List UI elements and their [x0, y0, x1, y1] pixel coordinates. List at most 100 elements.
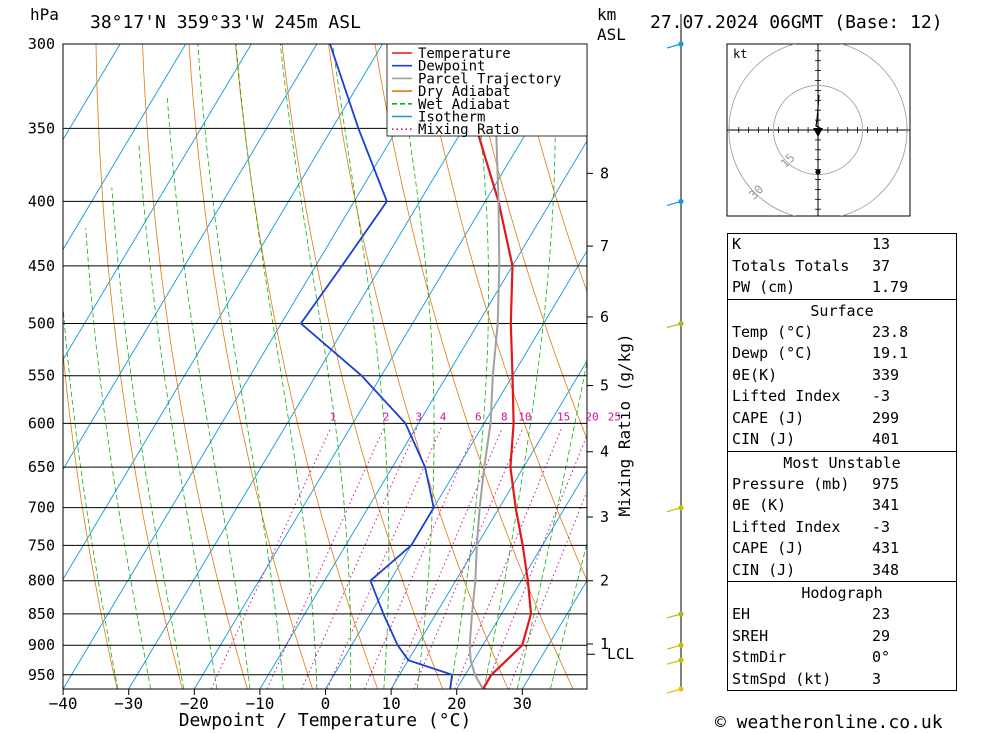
x-tick-label: −40: [49, 694, 78, 713]
index-row: θE(K) 339: [728, 365, 956, 387]
hodograph-storm-motion-dot: [815, 169, 821, 175]
mixing-ratio-line: [266, 427, 385, 689]
legend-label: Dry Adiabat: [418, 84, 511, 100]
index-row: SREH 29: [728, 626, 956, 648]
isotherm-line: [521, 579, 587, 689]
mixing-ratio-line: [364, 427, 477, 689]
datetime-title: 27.07.2024 06GMT (Base: 12): [650, 12, 943, 33]
index-label: PW (cm): [732, 278, 796, 296]
dry-adiabat-line: [374, 44, 574, 689]
wind-barb-staff: [666, 659, 682, 665]
index-label: SREH: [732, 626, 769, 645]
isotherm-line: [259, 140, 587, 689]
wet-adiabat-line: [279, 44, 352, 689]
index-value: -3: [872, 517, 891, 536]
x-tick-label: −10: [245, 694, 274, 713]
index-row: Pressure (mb) 975: [728, 474, 956, 496]
wind-barb-staff: [666, 644, 682, 650]
mixing-ratio-label: 25: [608, 410, 621, 423]
mixing-ratio-label: 2: [383, 410, 390, 423]
wet-adiabat-line: [111, 187, 185, 689]
dewpoint-line: [299, 44, 454, 689]
hodograph-storm-vector: [813, 128, 823, 137]
index-row: Lifted Index -3: [728, 517, 956, 539]
x-tick-label: −20: [180, 694, 209, 713]
pressure-tick-label: 850: [28, 605, 55, 623]
index-label: CAPE (J): [732, 539, 805, 557]
x-tick-label: 10: [381, 694, 400, 713]
wind-barb-staff: [666, 688, 682, 694]
index-value: 23.8: [872, 322, 909, 341]
index-label: StmDir: [732, 648, 787, 666]
pressure-tick-label: 500: [28, 315, 55, 333]
km-axis-label: km: [597, 5, 616, 24]
index-label: K: [732, 235, 742, 253]
section-title: Most Unstable: [783, 453, 901, 472]
index-value: 19.1: [872, 344, 909, 362]
km-tick-label: 7: [600, 237, 609, 255]
legend-label: Isotherm: [418, 110, 485, 126]
x-tick-label: −30: [114, 694, 143, 713]
km-tick-label: 3: [600, 508, 609, 526]
isotherm-line: [63, 44, 318, 471]
wet-adiabat-line: [85, 228, 152, 689]
x-axis-title: Dewpoint / Temperature (°C): [179, 710, 472, 731]
index-row: CAPE (J) 299: [728, 408, 956, 430]
km-tick-label: 1: [600, 635, 609, 653]
most-unstable-section: Most Unstable Pressure (mb) 975 θE (K) 341…: [728, 450, 956, 582]
mixing-ratio-label: 4: [440, 410, 447, 423]
pressure-tick-label: 450: [28, 257, 55, 275]
index-value: 1.79: [872, 278, 909, 296]
index-value: 401: [872, 430, 900, 448]
isotherm-line: [325, 250, 587, 689]
index-row-totals: Totals Totals 37: [728, 256, 956, 278]
isotherm-line: [63, 44, 383, 581]
index-label: CIN (J): [732, 560, 796, 579]
index-label: CIN (J): [732, 430, 796, 448]
hpa-axis-label: hPa: [30, 5, 59, 24]
hodograph-section: Hodograph EH 23 SREH 29 StmDir 0° StmSpd (k…: [728, 581, 956, 690]
index-value: 3: [872, 669, 882, 688]
hodograph-ring: [728, 44, 908, 216]
mixing-ratio-line: [210, 427, 332, 689]
isotherm-line: [63, 44, 121, 141]
wet-adiabat-line: [63, 301, 119, 689]
x-tick-label: 0: [321, 694, 331, 713]
mixing-ratio-line: [413, 427, 524, 689]
section-title: Surface: [810, 301, 874, 320]
pressure-tick-label: 600: [28, 414, 55, 432]
index-value: 29: [872, 626, 891, 645]
pressure-tick-label: 950: [28, 666, 55, 684]
axes: 1 2 3 4 6 8 10 15 20 2530035040045050055060065070…: [28, 35, 634, 713]
index-label: Dewp (°C): [732, 344, 814, 362]
pressure-tick-label: 350: [28, 119, 55, 137]
wind-barb-staff: [666, 200, 682, 207]
mixing-ratio-label: 20: [585, 410, 598, 423]
profile-series: [299, 44, 533, 689]
index-row: StmDir 0°: [728, 647, 956, 669]
index-label: Lifted Index: [732, 517, 841, 536]
website-credit: © weatheronline.co.uk: [715, 712, 943, 733]
dry-adiabat-line: [514, 44, 587, 293]
wind-barb-staff: [666, 507, 682, 513]
mixing-ratio-line: [391, 427, 503, 689]
dry-adiabat-line: [63, 349, 118, 689]
wind-profile: [666, 14, 684, 694]
pressure-tick-label: 650: [28, 458, 55, 476]
index-row-k: K 13: [728, 234, 956, 256]
index-label: θE(K): [732, 365, 778, 384]
wind-barb-staff: [666, 613, 682, 619]
isotherm-line: [63, 44, 252, 361]
legend-box: [386, 43, 588, 137]
dry-adiabat-line: [142, 44, 248, 689]
mixing-ratio-label: 15: [557, 410, 570, 423]
x-tick-label: 20: [447, 694, 466, 713]
index-label: Temp (°C): [732, 322, 814, 341]
index-value: 339: [872, 365, 900, 384]
index-row: CIN (J) 348: [728, 560, 956, 582]
isotherm-line: [390, 359, 587, 689]
lcl-label: LCL: [607, 645, 634, 663]
dry-adiabat-line: [281, 44, 444, 689]
